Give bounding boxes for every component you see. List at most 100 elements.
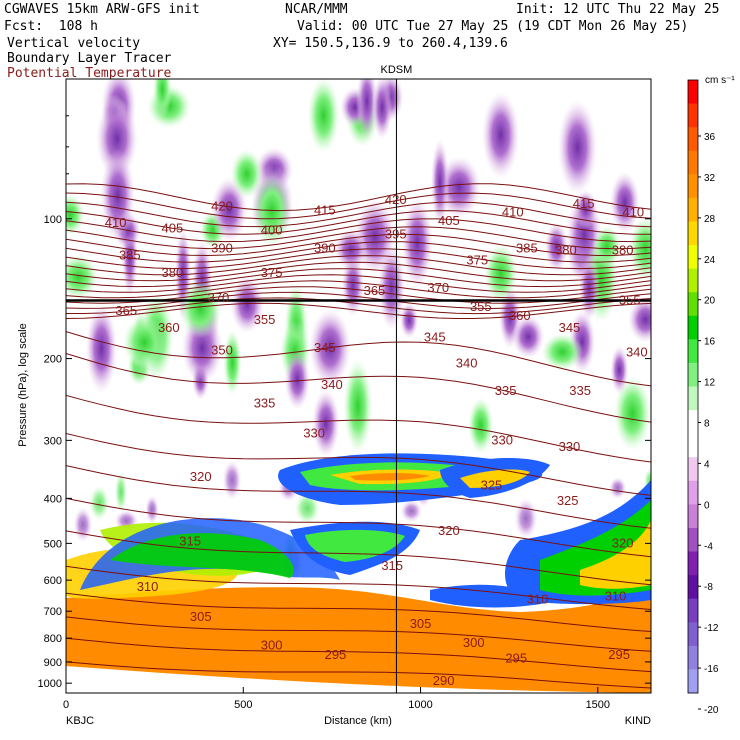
theta-contour — [66, 465, 651, 529]
colorbar-swatch — [688, 339, 698, 364]
left-endpoint-label: KBJC — [66, 715, 94, 727]
theta-contour — [66, 592, 651, 632]
theta-label-335: 335 — [495, 383, 517, 398]
theta-contour — [66, 616, 651, 652]
velocity-cell — [230, 149, 263, 199]
colorbar-swatch — [688, 150, 698, 175]
colorbar-label: 24 — [704, 255, 716, 266]
velocity-cell — [627, 296, 651, 343]
theta-label-335: 335 — [254, 396, 276, 411]
xy-coordinates: XY= 150.5,136.9 to 260.4,139.6 — [273, 36, 508, 51]
colorbar-label: 28 — [704, 214, 716, 225]
colorbar: 36 32 28 24 20 16 12 8 4 0 -4 -8 -12 -16 -20 — [687, 79, 719, 716]
theta-label-365: 365 — [115, 303, 137, 318]
theta-label-295: 295 — [325, 647, 347, 662]
theta-label-330: 330 — [559, 439, 581, 454]
colorbar-swatch — [688, 386, 698, 411]
velocity-cell — [557, 99, 598, 196]
velocity-cell — [312, 388, 340, 459]
colorbar-swatch — [688, 80, 698, 105]
y-tick-label: 200 — [44, 354, 62, 366]
colorbar-swatch — [688, 622, 698, 647]
theta-label-325: 325 — [481, 477, 503, 492]
colorbar-swatch — [688, 480, 698, 505]
y-tick-label: 300 — [44, 435, 62, 447]
theta-label-380: 380 — [162, 265, 184, 280]
theta-label-290: 290 — [433, 673, 455, 688]
theta-label-410: 410 — [502, 205, 524, 220]
theta-label-335: 335 — [569, 383, 591, 398]
theta-label-380: 380 — [555, 242, 577, 257]
theta-label-375: 375 — [261, 265, 283, 280]
theta-label-295: 295 — [608, 647, 630, 662]
theta-label-420: 420 — [211, 198, 233, 213]
theta-contour — [66, 394, 651, 463]
theta-label-390: 390 — [211, 241, 233, 256]
field-layer — [66, 79, 651, 693]
velocity-cell — [609, 171, 640, 234]
init-time: Init: 12 UTC Thu 22 May 25 — [516, 2, 720, 17]
velocity-cell — [307, 79, 340, 153]
colorbar-swatch — [688, 410, 698, 435]
theta-label-395: 395 — [385, 226, 407, 241]
y-tick-label: 1000 — [38, 678, 62, 690]
theta-label-385: 385 — [119, 248, 141, 263]
colorbar-swatch — [688, 527, 698, 553]
theta-contour — [66, 201, 651, 228]
theta-label-345: 345 — [559, 320, 581, 335]
theta-label-330: 330 — [303, 426, 325, 441]
velocity-cell — [468, 397, 494, 454]
velocity-cell — [481, 91, 520, 179]
x-tick-label: 500 — [234, 699, 252, 711]
theta-contour — [66, 255, 651, 276]
theta-label-355: 355 — [254, 312, 276, 327]
theta-label-400: 400 — [261, 223, 283, 238]
velocity-cell — [223, 329, 242, 396]
velocity-cell — [371, 79, 393, 140]
theta-label-420: 420 — [385, 192, 407, 207]
org-label: NCAR/MMM — [285, 2, 348, 17]
theta-label-300: 300 — [261, 638, 283, 653]
y-tick-label: 100 — [44, 214, 62, 226]
field-potential-temperature: Potential Temperature — [7, 66, 172, 81]
colorbar-swatch — [688, 551, 698, 576]
theta-label-340: 340 — [626, 344, 648, 359]
velocity-cell — [222, 459, 242, 501]
theta-label-410: 410 — [622, 205, 644, 220]
velocity-cell — [100, 149, 136, 243]
colorbar-swatch — [688, 433, 698, 458]
x-axis-title: Distance (km) — [324, 715, 392, 727]
theta-label-405: 405 — [162, 221, 184, 236]
colorbar-label: -8 — [704, 582, 713, 593]
theta-label-415: 415 — [314, 203, 336, 218]
colorbar-label: 12 — [704, 378, 716, 389]
theta-contour — [66, 248, 651, 270]
colorbar-swatch — [688, 292, 698, 317]
velocity-cell — [153, 79, 172, 120]
theta-label-305: 305 — [190, 609, 212, 624]
theta-label-365: 365 — [364, 283, 386, 298]
x-tick-label: 1500 — [586, 699, 610, 711]
theta-label-320: 320 — [612, 535, 634, 550]
theta-contour-lines — [66, 183, 651, 689]
theta-label-370: 370 — [208, 290, 230, 305]
theta-label-310: 310 — [527, 591, 549, 606]
valid-time: Valid: 00 UTC Tue 27 May 25 (19 CDT Mon … — [297, 19, 689, 34]
colorbar-swatch — [688, 575, 698, 600]
theta-label-370: 370 — [427, 280, 449, 295]
theta-label-390: 390 — [314, 241, 336, 256]
colorbar-label: -16 — [704, 664, 719, 675]
theta-label-320: 320 — [190, 469, 212, 484]
velocity-cell — [356, 79, 378, 140]
x-tick-label: 1000 — [408, 699, 432, 711]
theta-label-405: 405 — [438, 213, 460, 228]
theta-contour — [66, 302, 651, 319]
colorbar-label: 4 — [704, 459, 710, 470]
velocity-cell — [89, 485, 110, 521]
velocity-cell — [343, 359, 373, 454]
boundary-layer-tracer — [66, 587, 651, 693]
velocity-cell — [66, 194, 85, 236]
colorbar-swatch — [688, 315, 698, 340]
theta-contour — [66, 268, 651, 288]
